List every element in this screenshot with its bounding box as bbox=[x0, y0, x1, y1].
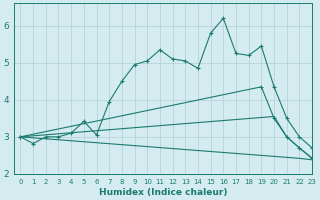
X-axis label: Humidex (Indice chaleur): Humidex (Indice chaleur) bbox=[99, 188, 227, 197]
